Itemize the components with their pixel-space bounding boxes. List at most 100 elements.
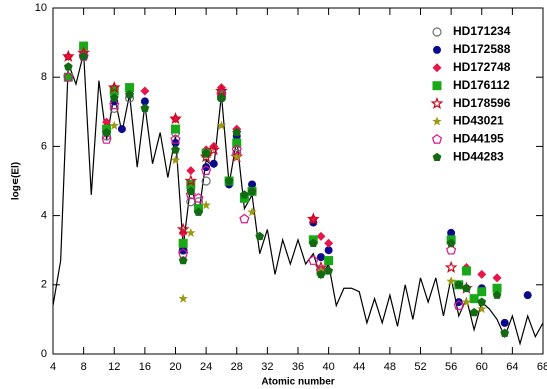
x-tick-label: 64	[506, 361, 518, 373]
data-point	[444, 260, 458, 273]
x-tick-label: 8	[81, 361, 87, 373]
data-point	[477, 269, 487, 279]
data-point	[492, 290, 502, 299]
data-point	[176, 222, 190, 235]
data-point	[201, 165, 212, 175]
legend-label: HD172588	[453, 42, 511, 56]
legend-label: HD171234	[453, 24, 511, 38]
data-point	[170, 134, 181, 144]
data-point	[232, 138, 242, 148]
data-point	[171, 124, 180, 134]
data-point	[324, 246, 333, 255]
y-tick-label: 0	[41, 348, 47, 360]
data-point	[199, 150, 213, 163]
x-tick-label: 20	[169, 361, 181, 373]
data-point	[500, 318, 509, 327]
data-point	[446, 238, 456, 247]
data-point	[63, 62, 73, 71]
y-tick-label: 8	[41, 71, 47, 83]
legend-label: HD172748	[453, 60, 511, 74]
data-point	[201, 148, 211, 158]
data-point	[101, 134, 112, 144]
y-tick-label: 4	[41, 210, 47, 222]
data-point	[170, 155, 181, 165]
x-tick-label: 52	[414, 361, 426, 373]
data-point	[453, 300, 464, 310]
data-point	[523, 291, 532, 300]
data-point	[446, 244, 457, 255]
data-point	[171, 145, 180, 154]
data-point	[454, 298, 463, 307]
data-point	[247, 207, 257, 217]
legend-label: HD43021	[453, 114, 504, 128]
x-tick-label: 36	[292, 361, 304, 373]
data-point	[454, 280, 464, 289]
data-point	[316, 231, 326, 241]
legend-marker	[432, 81, 442, 91]
data-point	[231, 151, 242, 161]
data-point	[492, 273, 502, 283]
data-point	[216, 120, 227, 130]
data-point	[102, 127, 111, 137]
data-point	[109, 93, 119, 102]
data-point	[140, 86, 150, 96]
x-tick-label: 28	[231, 361, 243, 373]
y-tick-label: 10	[35, 2, 47, 14]
legend-marker	[433, 45, 441, 54]
data-point	[316, 253, 325, 262]
y-tick-label: 2	[41, 279, 47, 291]
data-point	[109, 86, 119, 96]
data-point	[117, 125, 126, 134]
data-point	[125, 89, 134, 99]
data-point	[308, 255, 319, 265]
legend-label: HD176112	[453, 78, 510, 92]
x-tick-label: 32	[261, 361, 273, 373]
x-tick-label: 24	[200, 361, 212, 373]
y-axis-label: log∊(El)	[11, 162, 22, 200]
data-point	[178, 238, 188, 248]
data-point	[248, 180, 257, 189]
data-point	[215, 84, 228, 97]
data-point	[194, 207, 203, 216]
x-tick-label: 44	[353, 361, 365, 373]
x-tick-label: 40	[323, 361, 335, 373]
data-point	[201, 176, 211, 186]
data-point	[109, 99, 120, 110]
legend-label: HD178596	[453, 96, 511, 110]
data-point	[255, 231, 265, 241]
data-point	[209, 159, 218, 168]
data-point	[461, 266, 471, 276]
data-point	[63, 72, 73, 82]
data-point	[231, 144, 242, 155]
data-point	[247, 186, 257, 196]
x-tick-label: 12	[108, 361, 120, 373]
data-point	[184, 174, 198, 187]
legend-marker	[432, 152, 442, 162]
x-tick-label: 4	[50, 361, 56, 373]
data-point	[193, 192, 204, 203]
legend-label: HD44283	[453, 149, 504, 163]
data-point	[125, 83, 135, 93]
data-point	[306, 212, 320, 225]
y-tick-label: 6	[41, 140, 47, 152]
data-point	[63, 71, 74, 82]
data-point	[140, 103, 150, 113]
data-point	[477, 297, 487, 306]
x-tick-label: 16	[139, 361, 151, 373]
data-point	[316, 269, 326, 279]
data-point	[79, 41, 89, 51]
data-point	[461, 297, 472, 307]
data-point	[107, 80, 121, 94]
x-tick-label: 60	[476, 361, 488, 373]
data-point	[446, 276, 456, 286]
data-point	[239, 213, 250, 224]
x-tick-label: 56	[445, 361, 457, 373]
data-point	[79, 51, 88, 61]
data-point	[201, 200, 211, 210]
data-point	[217, 93, 226, 102]
data-point	[186, 179, 196, 189]
data-point	[169, 112, 182, 125]
data-point	[109, 120, 120, 130]
x-tick-label: 48	[384, 361, 396, 373]
